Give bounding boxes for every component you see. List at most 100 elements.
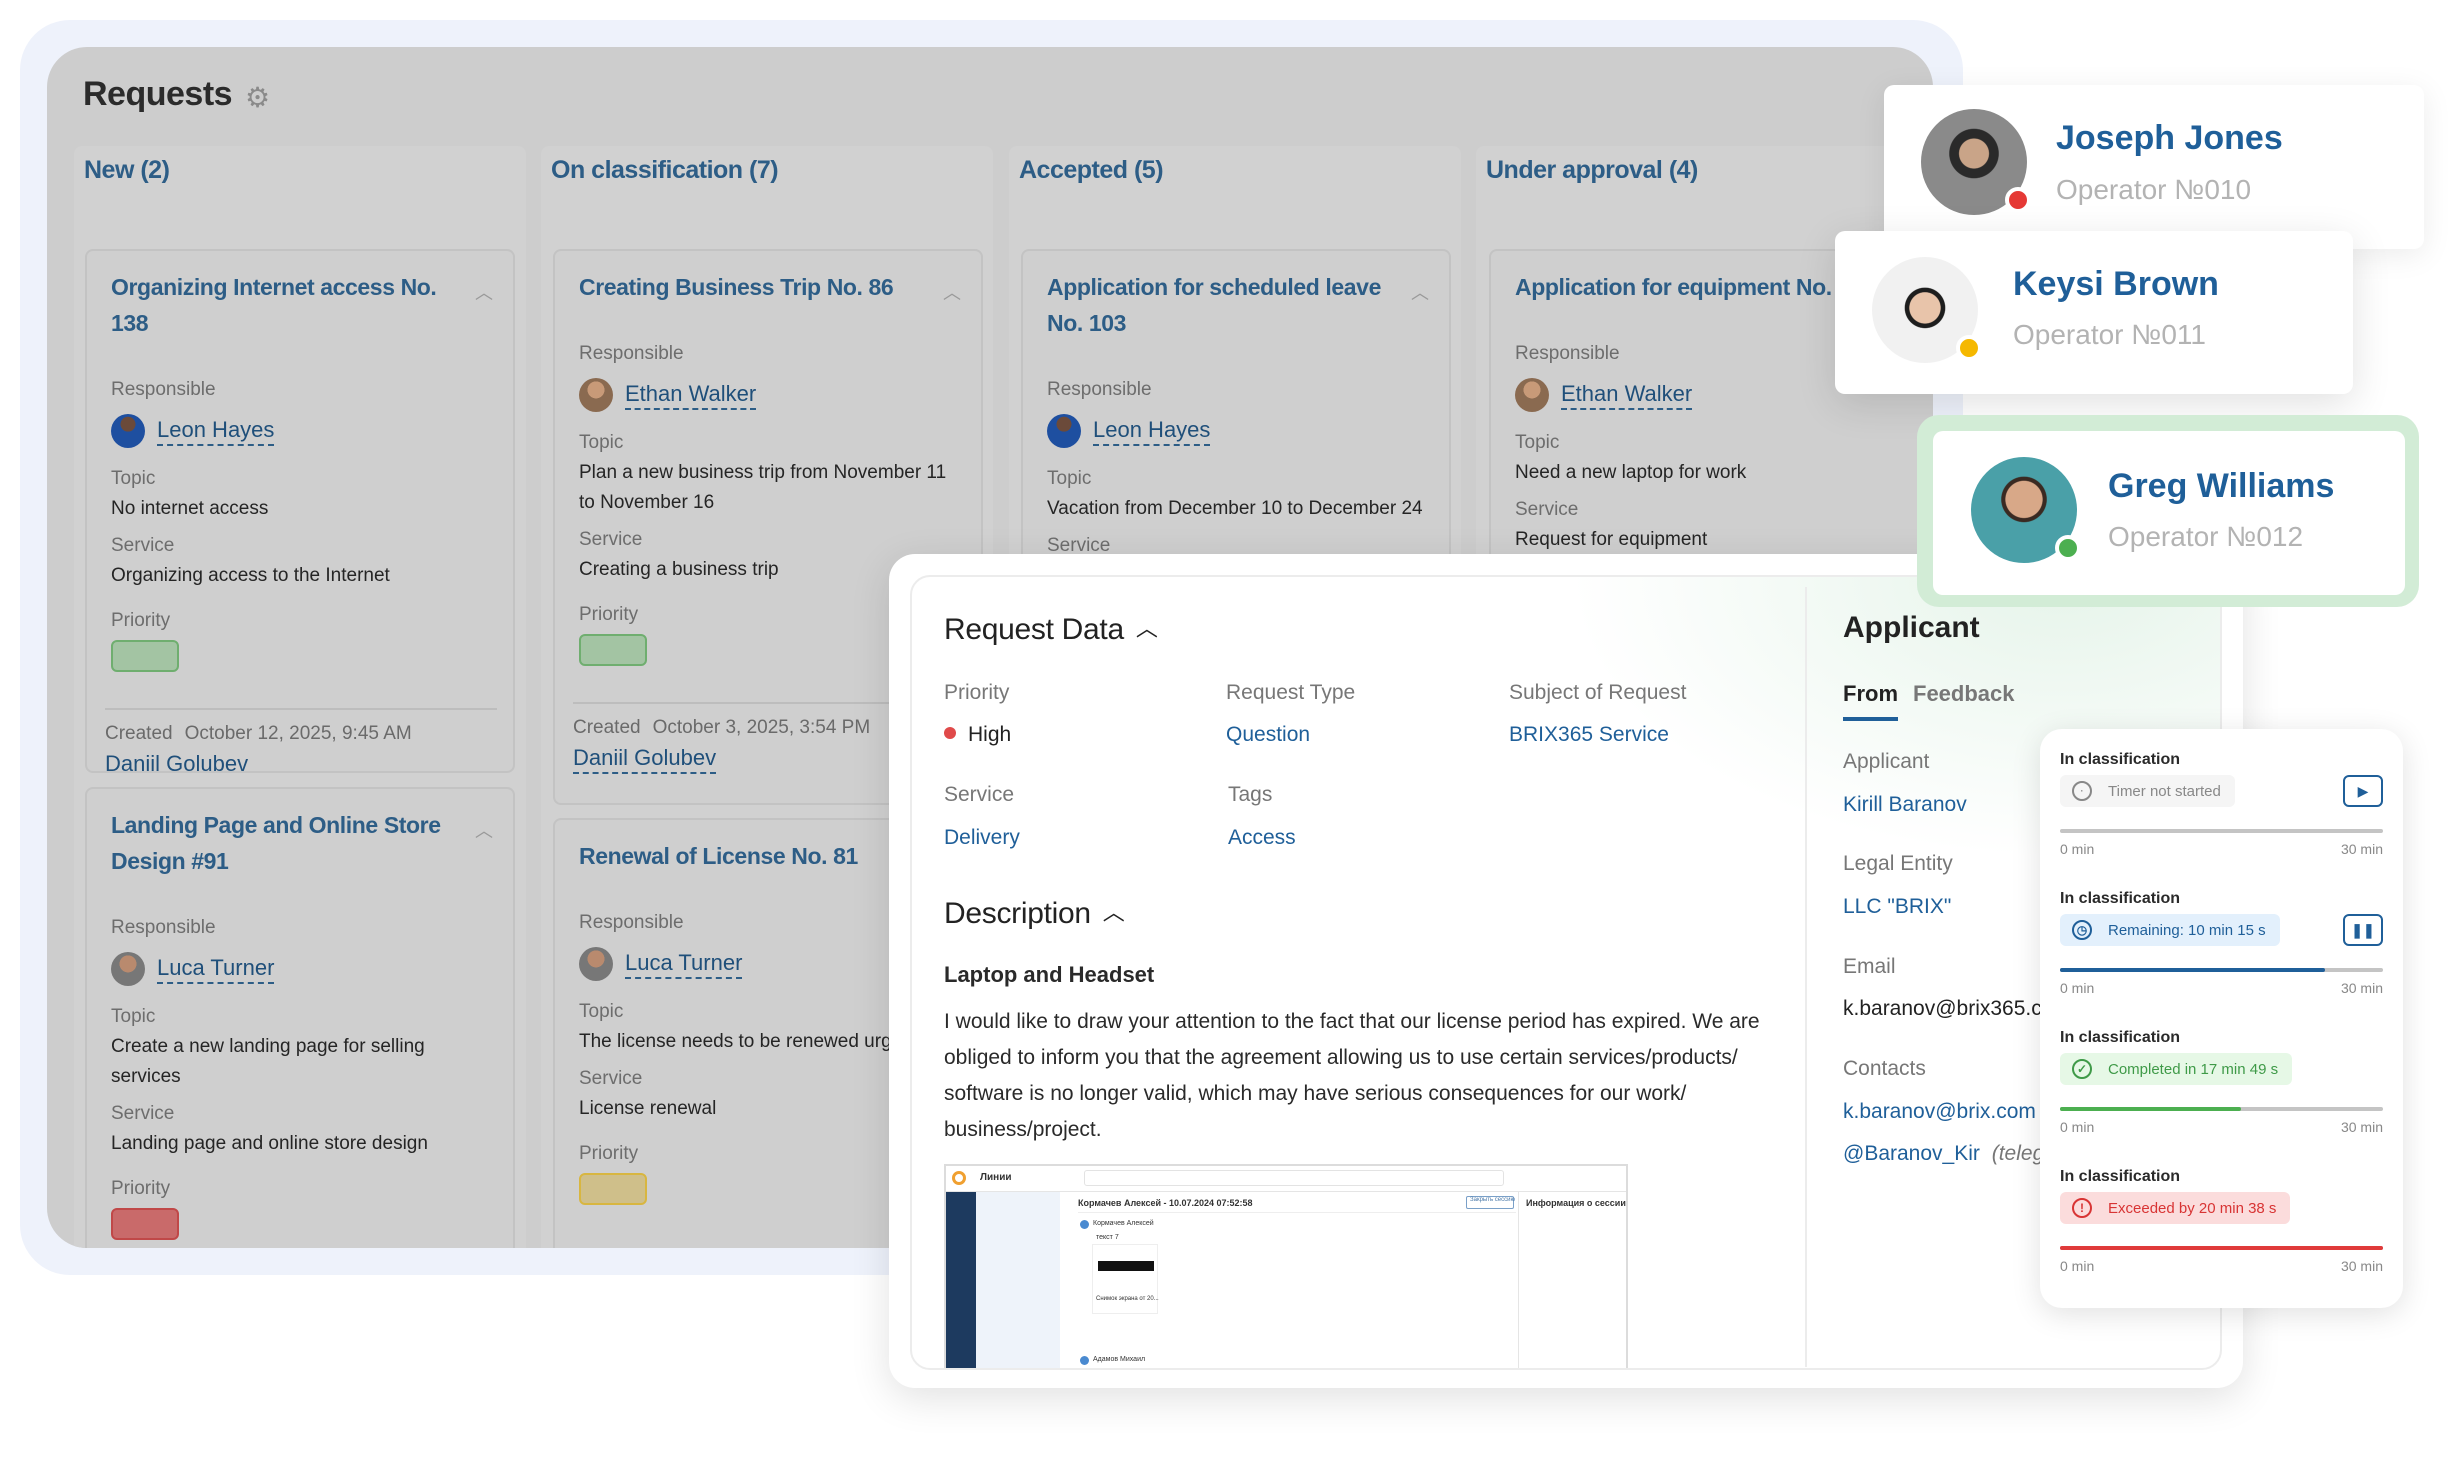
axis-max: 30 min — [2340, 841, 2383, 857]
responsible-link[interactable]: Ethan Walker — [1561, 380, 1693, 410]
panel-divider — [1805, 587, 1807, 1367]
label: Priority — [579, 604, 639, 625]
label: Responsible — [111, 917, 216, 938]
service-value: Creating a business trip — [579, 559, 779, 580]
card-title[interactable]: Landing Page and Online Store Design #91 — [111, 812, 441, 874]
request-card[interactable]: Creating Business Trip No. 86 ︿ Responsi… — [553, 249, 983, 805]
attachment-screenshot[interactable]: Линии Кормачев Алексей - 10.07.2024 07:5… — [944, 1164, 1628, 1368]
avatar — [1971, 457, 2081, 563]
axis-min: 0 min — [2060, 980, 2095, 996]
label: Request Type — [1226, 681, 1356, 704]
timer-status: ✓ Completed in 17 min 49 s — [2060, 1053, 2293, 1085]
label: Topic — [111, 1006, 156, 1027]
label: Responsible — [1515, 343, 1620, 364]
timer-block: In classification ◷ Remaining: 10 min 15 … — [2060, 868, 2383, 998]
subject-link[interactable]: BRIX365 Service — [1509, 723, 1669, 746]
tag-link[interactable]: Access — [1228, 826, 1296, 849]
label: Priority — [579, 1143, 639, 1164]
operator-number: Operator №010 — [2056, 174, 2252, 205]
label: Service — [111, 535, 175, 556]
request-data-header[interactable]: Request Data ︿ — [944, 613, 1158, 646]
topic-value: Vacation from December 10 to December 24 — [1047, 498, 1423, 519]
created-info: Created October 12, 2025, 9:45 AM — [105, 723, 412, 744]
priority-swatch — [111, 640, 179, 672]
label: Service — [111, 1103, 175, 1124]
label: Subject of Request — [1509, 681, 1687, 704]
request-type-link[interactable]: Question — [1226, 723, 1311, 746]
contact-telegram[interactable]: @Baranov_Kir (telegr — [1843, 1142, 2052, 1165]
avatar — [111, 414, 145, 448]
contact-email-link[interactable]: k.baranov@brix.com — [1843, 1100, 2036, 1123]
timer-title: In classification — [2060, 890, 2181, 907]
label: Service — [579, 1068, 643, 1089]
priority-value: High — [944, 723, 1011, 747]
label: Legal Entity — [1843, 852, 1953, 875]
chevron-up-icon: ︿ — [1102, 900, 1125, 925]
pause-button[interactable]: ❚❚ — [2343, 914, 2383, 946]
legal-entity-link[interactable]: LLC "BRIX" — [1843, 895, 1952, 918]
chevron-up-icon: ︿ — [1135, 616, 1158, 641]
axis-max: 30 min — [2340, 1119, 2383, 1135]
gear-icon[interactable]: ⚙ — [245, 82, 271, 113]
service-link[interactable]: Delivery — [944, 826, 1020, 849]
priority-swatch — [579, 1173, 647, 1205]
avatar — [579, 947, 613, 981]
chevron-up-icon[interactable]: ︿ — [475, 283, 493, 303]
applicant-link[interactable]: Kirill Baranov — [1843, 793, 1967, 816]
label: Responsible — [579, 343, 684, 364]
card-title[interactable]: Renewal of License No. 81 — [579, 843, 858, 869]
request-card[interactable]: Landing Page and Online Store Design #91… — [85, 787, 515, 1248]
column-title: On classification (7) — [551, 156, 779, 184]
label: Contacts — [1843, 1057, 1926, 1080]
card-title[interactable]: Application for equipment No. 96 — [1515, 274, 1863, 300]
responsible-link[interactable]: Ethan Walker — [625, 380, 757, 410]
avatar — [1872, 257, 1982, 363]
chevron-up-icon[interactable]: ︿ — [943, 283, 961, 303]
operator-card[interactable]: Keysi Brown Operator №011 — [1835, 231, 2353, 394]
card-title[interactable]: Creating Business Trip No. 86 — [579, 274, 894, 300]
axis-max: 30 min — [2340, 980, 2383, 996]
applicant-title: Applicant — [1843, 611, 1980, 644]
timer-title: In classification — [2060, 1029, 2181, 1046]
app-logo-icon — [952, 1171, 966, 1185]
operator-name: Greg Williams — [2108, 467, 2335, 505]
description-header[interactable]: Description ︿ — [944, 897, 1125, 930]
tab-from[interactable]: From — [1843, 681, 1898, 721]
avatar — [1921, 109, 2031, 215]
alert-circle-icon: ! — [2072, 1198, 2092, 1218]
service-value: License renewal — [579, 1098, 717, 1119]
request-card[interactable]: Organizing Internet access No. 138 ︿ Res… — [85, 249, 515, 773]
label: Service — [1047, 535, 1111, 556]
operator-number: Operator №011 — [2013, 319, 2206, 350]
axis-min: 0 min — [2060, 1119, 2095, 1135]
responsible-link[interactable]: Luca Turner — [157, 954, 275, 984]
chevron-up-icon[interactable]: ︿ — [1411, 283, 1429, 303]
column-title: Accepted (5) — [1019, 156, 1164, 184]
responsible-link[interactable]: Leon Hayes — [157, 416, 275, 446]
card-title[interactable]: Application for scheduled leave No. 103 — [1047, 274, 1381, 336]
tab-feedback[interactable]: Feedback — [1913, 681, 2015, 706]
timer-progress — [2060, 1107, 2383, 1111]
operator-card[interactable]: Joseph Jones Operator №010 — [1884, 85, 2424, 249]
priority-dot-icon — [944, 727, 956, 739]
divider — [573, 702, 965, 704]
responsible-link[interactable]: Luca Turner — [625, 949, 743, 979]
label: Service — [579, 529, 643, 550]
operator-card[interactable]: Greg Williams Operator №012 — [1933, 431, 2405, 595]
avatar — [1515, 378, 1549, 412]
play-button[interactable]: ▶ — [2343, 775, 2383, 807]
check-circle-icon: ✓ — [2072, 1059, 2092, 1079]
topic-value: Need a new laptop for work — [1515, 462, 1747, 483]
operator-name: Keysi Brown — [2013, 265, 2219, 303]
timer-status: ◷ Remaining: 10 min 15 s — [2060, 914, 2280, 946]
operator-number: Operator №012 — [2108, 521, 2304, 552]
column-title: Under approval (4) — [1486, 156, 1698, 184]
responsible-link[interactable]: Leon Hayes — [1093, 416, 1211, 446]
chevron-up-icon[interactable]: ︿ — [475, 821, 493, 841]
column-title: New (2) — [84, 156, 170, 184]
card-title[interactable]: Organizing Internet access No. 138 — [111, 274, 437, 336]
creator-link[interactable]: Daniil Golubev — [105, 750, 248, 771]
sla-timers-popup: In classification · Timer not started ▶ 0… — [2040, 729, 2403, 1308]
creator-link[interactable]: Daniil Golubev — [573, 744, 717, 774]
email-value: k.baranov@brix365.c — [1843, 997, 2042, 1020]
